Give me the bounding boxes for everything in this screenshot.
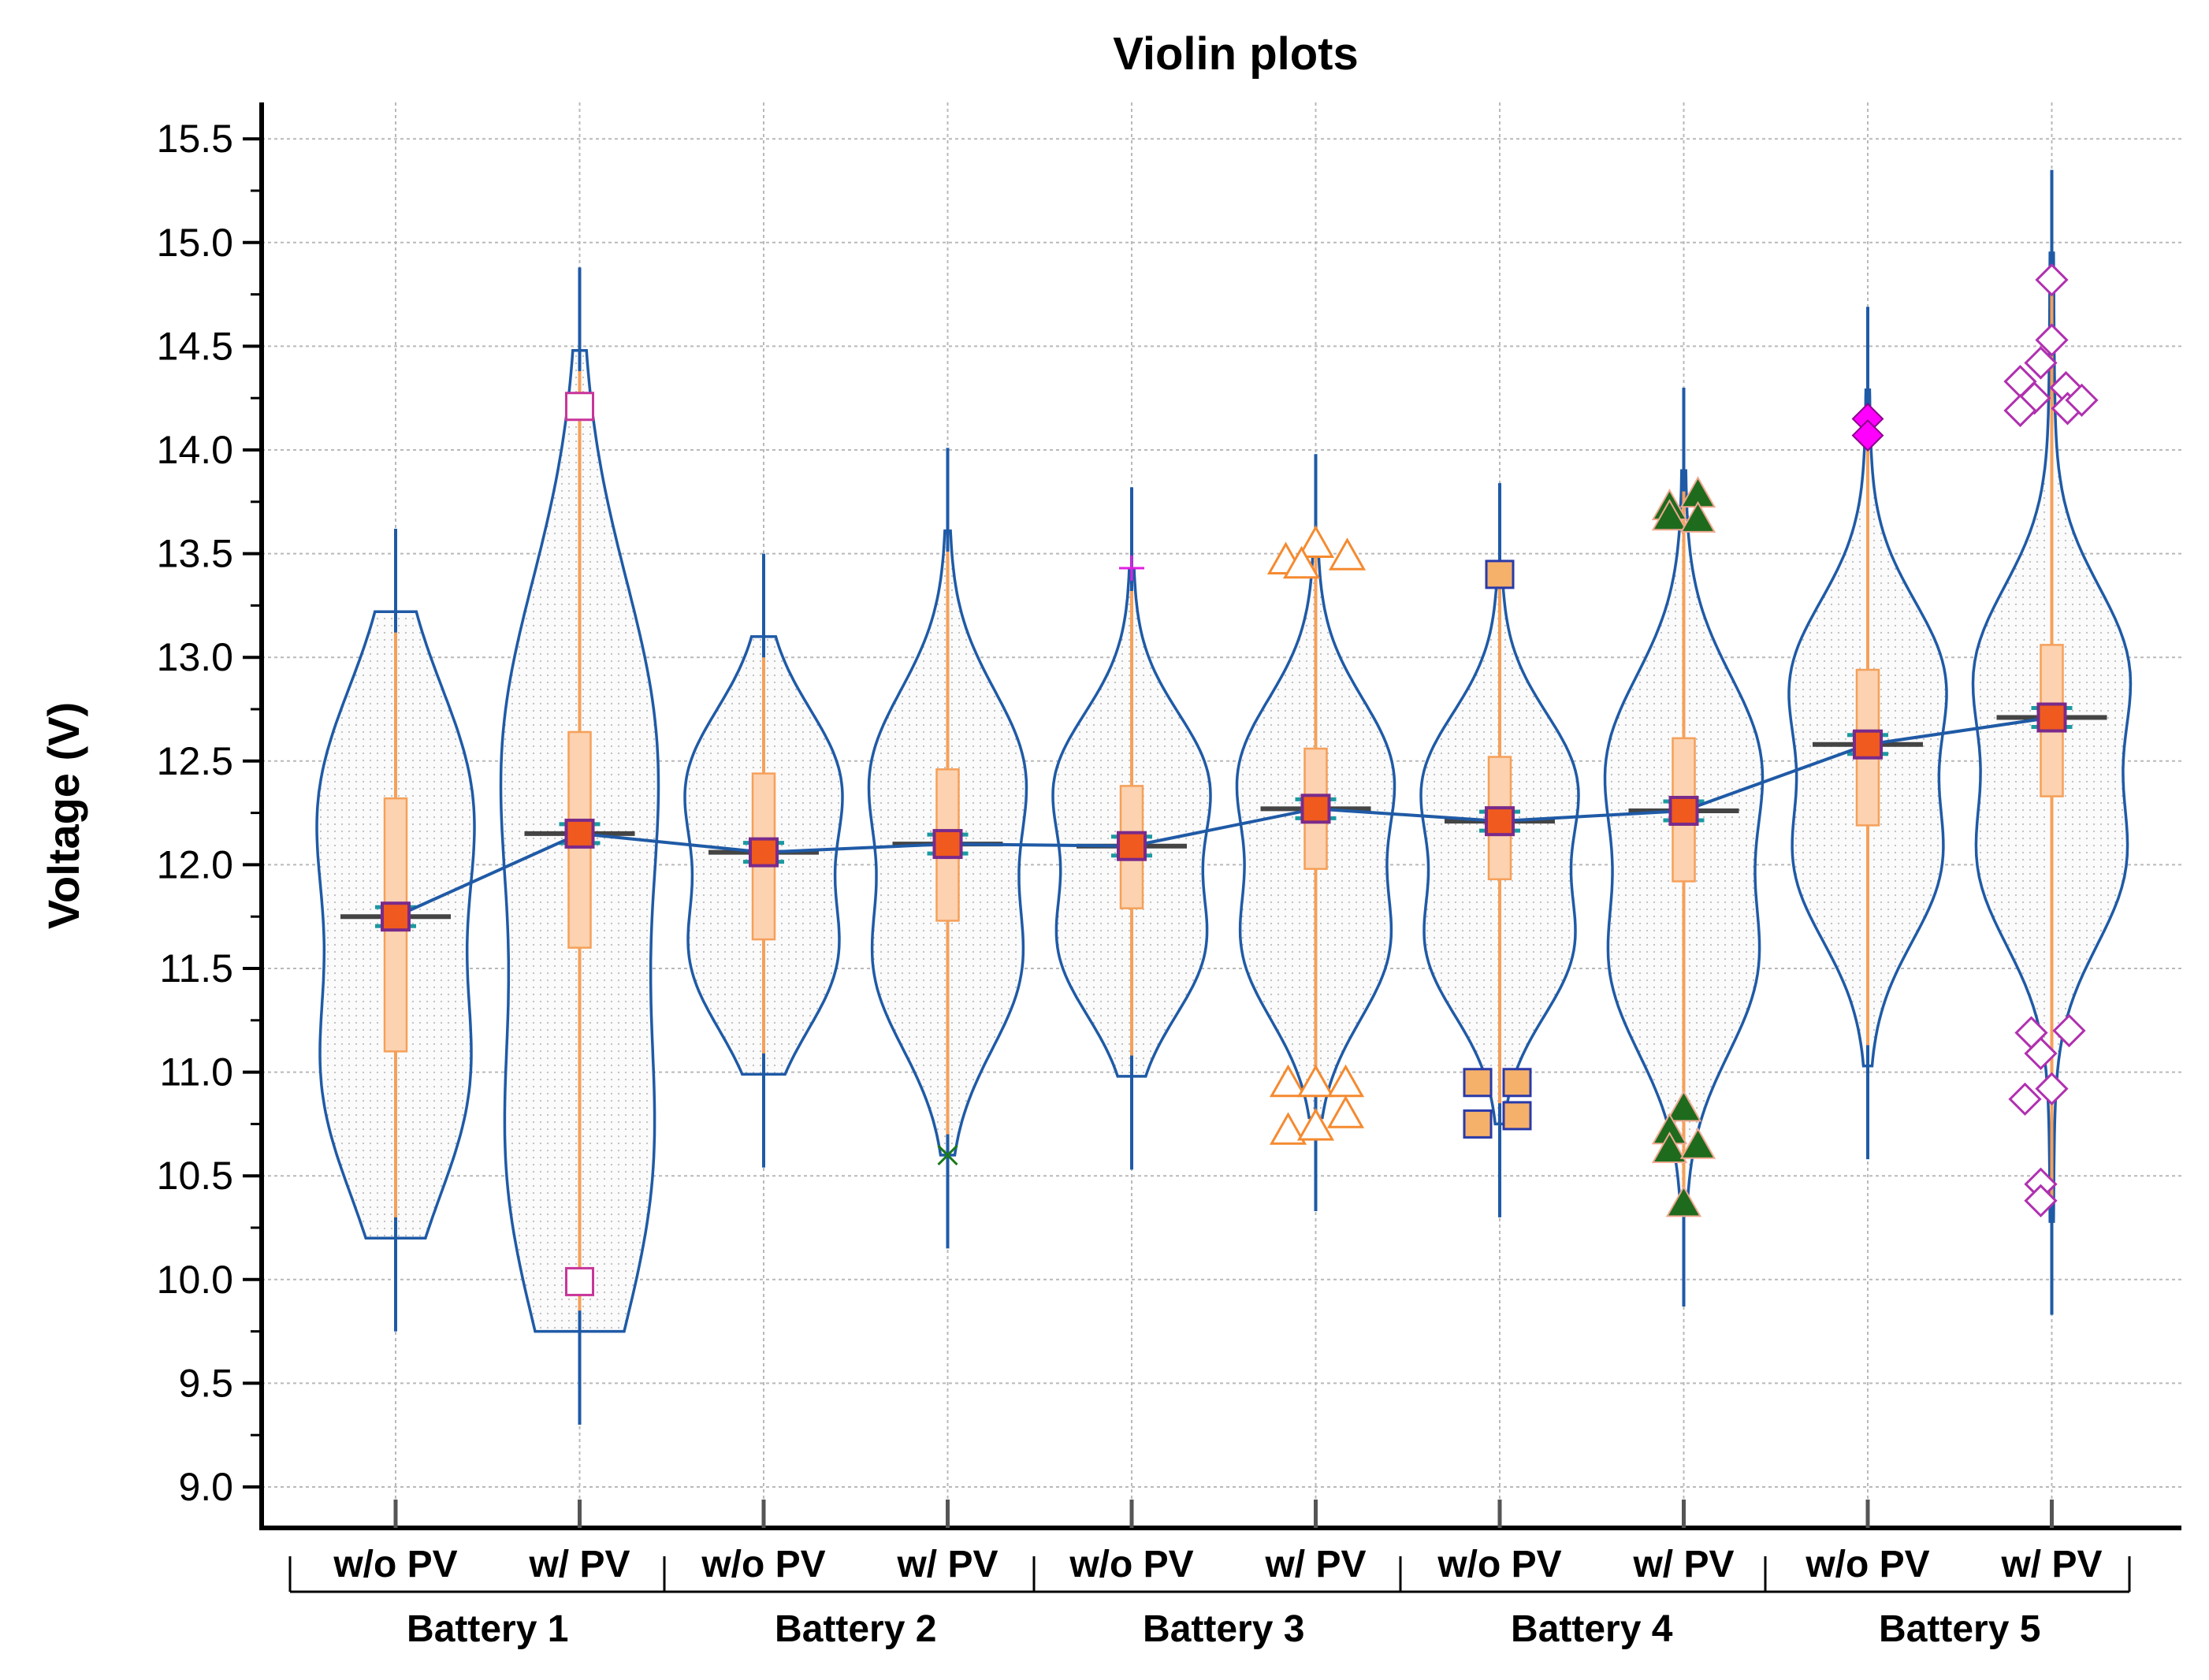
x-category-label: w/o PV <box>1069 1544 1193 1585</box>
y-tick-label: 13.5 <box>157 532 233 576</box>
outlier-marker <box>1665 1185 1702 1217</box>
x-category-label: w/ PV <box>1632 1544 1734 1585</box>
outlier-marker <box>1282 545 1321 579</box>
mean-marker <box>1853 729 1883 760</box>
mean-marker <box>564 818 595 849</box>
x-category-label: w/o PV <box>701 1544 825 1585</box>
outlier-marker <box>1269 1112 1307 1145</box>
outlier-marker <box>2024 1184 2058 1217</box>
outlier-marker <box>1651 499 1688 531</box>
outlier-marker <box>2035 263 2069 297</box>
outlier-marker <box>2024 1036 2058 1071</box>
outlier-marker <box>1296 525 1335 558</box>
outlier-marker <box>1463 1109 1493 1139</box>
outlier-marker <box>1651 1131 1688 1163</box>
mean-marker <box>2036 702 2067 733</box>
outlier-marker <box>2035 1072 2069 1106</box>
outlier-marker <box>1296 1064 1335 1098</box>
y-tick-label: 11.0 <box>159 1050 233 1095</box>
outlier-marker <box>1485 559 1515 589</box>
mean-line <box>395 715 2052 919</box>
y-tick-label: 15.5 <box>157 117 233 161</box>
x-category-label: w/ PV <box>2000 1544 2102 1585</box>
outlier-marker <box>2003 393 2037 428</box>
y-tick-label: 9.0 <box>178 1465 233 1509</box>
outlier-marker <box>2008 1082 2042 1116</box>
outlier-marker <box>937 1144 958 1165</box>
group-label: Battery 2 <box>775 1608 936 1650</box>
y-tick-label: 10.0 <box>157 1258 233 1302</box>
mean-marker <box>1117 831 1147 861</box>
outlier-marker <box>1269 1064 1307 1098</box>
outlier-marker <box>1502 1068 1532 1098</box>
outlier-marker <box>1328 537 1367 571</box>
mean-marker <box>1300 794 1331 824</box>
x-category-label: w/o PV <box>1437 1544 1561 1585</box>
axes <box>243 102 2181 1593</box>
outlier-marker <box>1326 1095 1365 1128</box>
y-tick-label: 15.0 <box>157 221 233 265</box>
outlier-marker <box>2035 323 2069 357</box>
group-label: Battery 4 <box>1511 1608 1673 1650</box>
outlier-marker <box>1679 500 1716 533</box>
group-label: Battery 1 <box>407 1608 568 1650</box>
outlier-marker <box>1463 1068 1493 1098</box>
outlier-marker <box>2065 383 2099 417</box>
outlier-marker <box>565 392 594 422</box>
violins <box>315 169 2133 1425</box>
y-tick-label: 12.0 <box>157 842 233 886</box>
x-category-label: w/o PV <box>333 1544 457 1585</box>
outlier-marker <box>1502 1101 1532 1131</box>
outlier-marker <box>2024 346 2058 380</box>
outlier-marker <box>1679 1127 1716 1159</box>
y-tick-label: 13.0 <box>157 635 233 679</box>
mean-marker <box>1668 795 1699 826</box>
outlier-marker <box>2052 1013 2086 1048</box>
y-tick-label: 9.5 <box>178 1361 233 1405</box>
outlier-marker <box>565 1266 594 1296</box>
x-category-label: w/ PV <box>528 1544 630 1585</box>
group-label: Battery 3 <box>1143 1608 1304 1650</box>
y-tick-label: 10.5 <box>157 1154 233 1198</box>
mean-marker <box>381 901 411 932</box>
outlier-marker <box>1119 556 1144 582</box>
group-label: Battery 5 <box>1879 1608 2040 1650</box>
x-category-label: w/ PV <box>896 1544 998 1585</box>
chart-title: Violin plots <box>1113 28 1359 80</box>
y-tick-label: 14.5 <box>157 324 233 368</box>
y-axis-label: Voltage (V) <box>39 702 88 929</box>
mean-marker <box>932 829 963 860</box>
y-tick-label: 12.5 <box>157 739 233 783</box>
y-tick-label: 14.0 <box>157 428 233 472</box>
mean-marker <box>749 837 779 868</box>
y-tick-label: 11.5 <box>159 946 233 991</box>
outlier-marker <box>1296 1107 1335 1141</box>
x-category-label: w/ PV <box>1264 1544 1366 1585</box>
outlier-marker <box>1851 419 1884 452</box>
outlier-marker <box>1665 1090 1702 1122</box>
x-category-label: w/o PV <box>1805 1544 1929 1585</box>
markers <box>381 263 2099 1296</box>
mean-marker <box>1485 806 1515 837</box>
